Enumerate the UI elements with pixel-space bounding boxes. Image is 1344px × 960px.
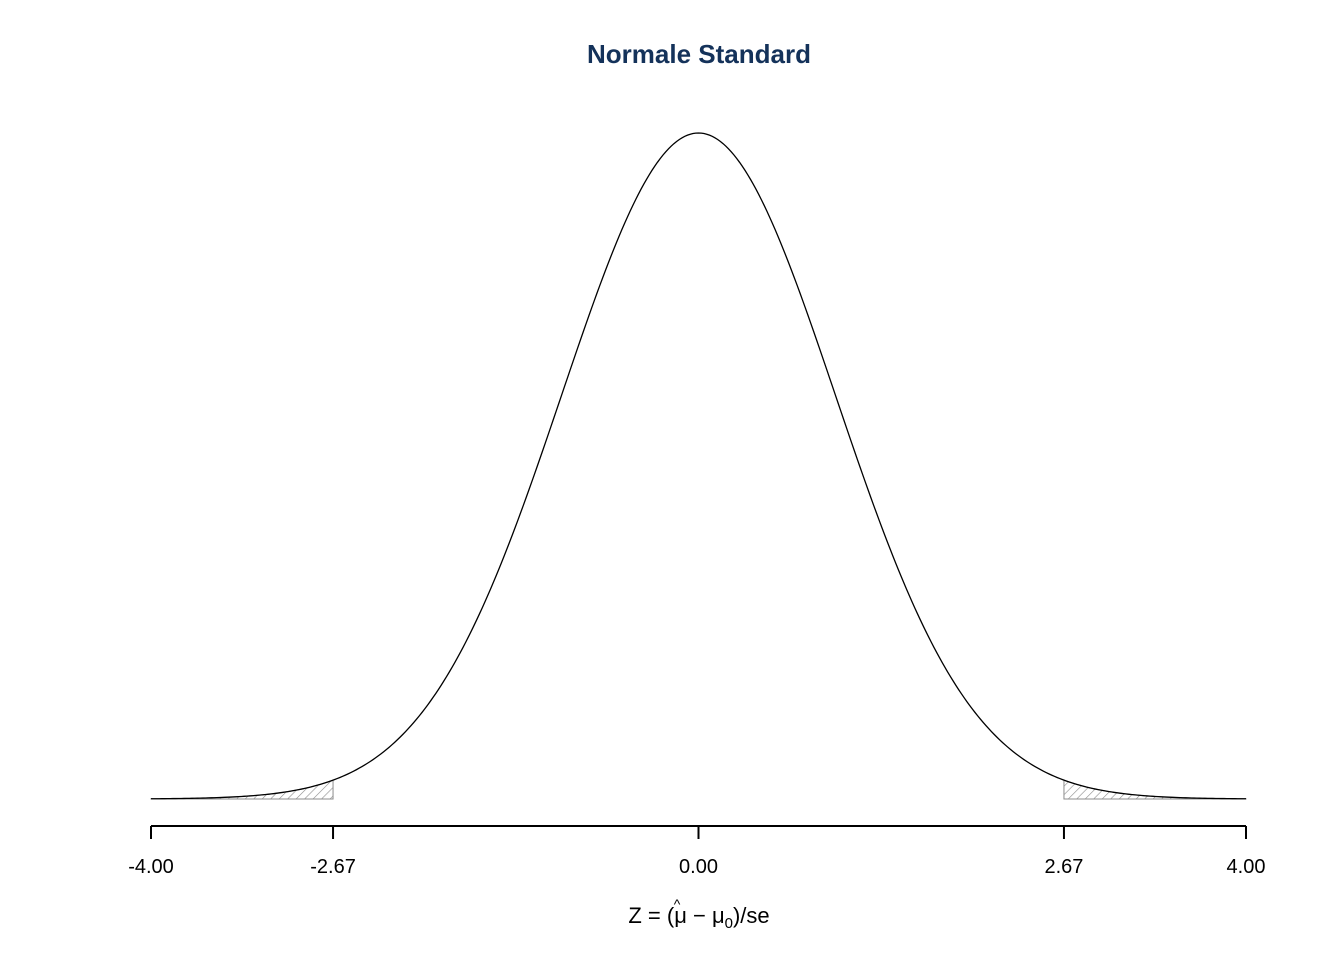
x-axis-label-minus: − μ (687, 903, 725, 928)
x-axis-label-hat-mark: ^ (674, 896, 681, 912)
x-axis-label-subscript: 0 (725, 915, 733, 932)
x-tick-label-3: 2.67 (1044, 856, 1083, 878)
x-tick-label-2: 0.00 (679, 856, 718, 878)
shaded-regions (150, 779, 1247, 800)
x-axis-label-tail: )/se (733, 903, 770, 928)
x-axis-label-hat-symbol: μ (674, 903, 687, 928)
x-tick-label-0: -4.00 (128, 856, 174, 878)
x-tick-label-4: 4.00 (1227, 856, 1266, 878)
x-tick-label-1: -2.67 (310, 856, 356, 878)
x-axis-label-lead: Z = ( (628, 903, 675, 928)
x-axis: -4.00 -2.67 0.00 2.67 4.00 (128, 825, 1266, 878)
chart-title: Normale Standard (587, 39, 811, 69)
x-axis-label: Z = (μ − μ0)/se (628, 903, 769, 932)
density-curve (150, 132, 1247, 800)
